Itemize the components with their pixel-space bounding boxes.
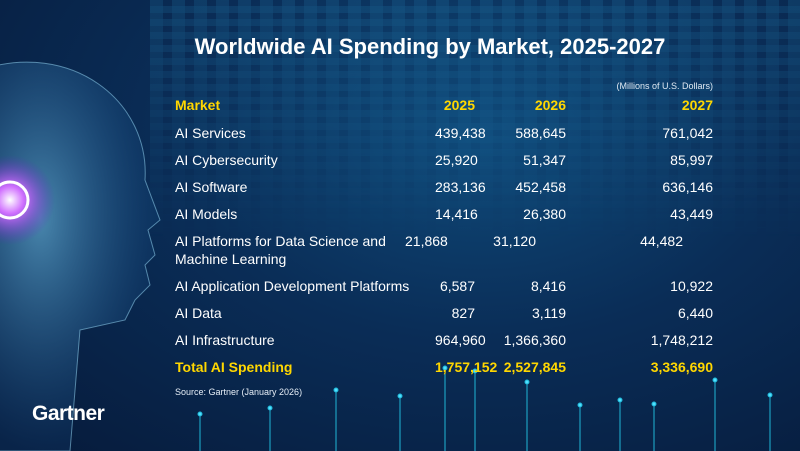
table-row: AI Cybersecurity 25,920 51,347 85,997 xyxy=(175,151,713,169)
gartner-logo: Gartner xyxy=(32,402,105,425)
table-row: AI Platforms for Data Science and Machin… xyxy=(175,232,713,268)
cell-market: AI Data xyxy=(175,305,222,321)
total-2025: 1,757,152 xyxy=(435,359,498,375)
cell-2026: 588,645 xyxy=(515,125,566,141)
cell-2026: 1,366,360 xyxy=(503,332,566,348)
cell-2027: 85,997 xyxy=(670,152,713,168)
cell-market: AI Services xyxy=(175,125,246,141)
cell-2025: 25,920 xyxy=(435,152,478,168)
cell-2026: 51,347 xyxy=(523,152,566,168)
spending-table: Market 2025 2026 2027 AI Services 439,438… xyxy=(175,96,713,385)
cell-2027: 636,146 xyxy=(662,179,713,195)
table-row: AI Services 439,438 588,645 761,042 xyxy=(175,124,713,142)
table-row: AI Models 14,416 26,380 43,449 xyxy=(175,205,713,223)
header-2027: 2027 xyxy=(681,97,713,113)
source-note: Source: Gartner (January 2026) xyxy=(175,387,303,397)
units-note: (Millions of U.S. Dollars) xyxy=(616,81,713,91)
circuit-lines-decoration xyxy=(197,365,773,451)
cell-2025: 283,136 xyxy=(435,179,486,195)
cell-market: AI Infrastructure xyxy=(175,332,275,348)
total-2027: 3,336,690 xyxy=(650,359,713,375)
cell-2027: 761,042 xyxy=(662,125,713,141)
cell-2025: 21,868 xyxy=(405,233,448,249)
cell-2025: 827 xyxy=(451,305,475,321)
cell-2026: 452,458 xyxy=(515,179,566,195)
total-row: Total AI Spending 1,757,152 2,527,845 3,… xyxy=(175,358,713,376)
table-header: Market 2025 2026 2027 xyxy=(175,96,713,114)
header-2025: 2025 xyxy=(443,97,475,113)
cell-2027: 43,449 xyxy=(670,206,713,222)
table-body: AI Services 439,438 588,645 761,042 AI Cyber… xyxy=(175,124,713,349)
cell-market: AI Models xyxy=(175,206,238,222)
table-row: AI Software 283,136 452,458 636,146 xyxy=(175,178,713,196)
cell-2026: 8,416 xyxy=(530,278,566,294)
cell-2025: 6,587 xyxy=(439,278,475,294)
cell-market: AI Application Development Platforms xyxy=(175,278,410,294)
cell-2025: 964,960 xyxy=(435,332,486,348)
cell-2026: 31,120 xyxy=(493,233,536,249)
cell-market: AI Cybersecurity xyxy=(175,152,278,168)
cell-2026: 3,119 xyxy=(532,305,566,321)
total-2026: 2,527,845 xyxy=(503,359,566,375)
cell-2026: 26,380 xyxy=(523,206,566,222)
cell-market: AI Software xyxy=(175,179,248,195)
background-pattern xyxy=(150,0,800,300)
header-market: Market xyxy=(175,97,221,113)
ai-head-illustration xyxy=(0,61,161,451)
cell-2027: 10,922 xyxy=(670,278,713,294)
total-label: Total AI Spending xyxy=(175,359,293,375)
cell-2027: 6,440 xyxy=(677,305,713,321)
cell-2025: 14,416 xyxy=(435,206,478,222)
header-2026: 2026 xyxy=(534,97,566,113)
cell-2025: 439,438 xyxy=(435,125,486,141)
cell-market: AI Platforms for Data Science and Machin… xyxy=(175,233,386,267)
table-row: AI Data 827 3,119 6,440 xyxy=(175,304,713,322)
table-row: AI Application Development Platforms 6,58… xyxy=(175,277,713,295)
cell-2027: 1,748,212 xyxy=(650,332,713,348)
table-row: AI Infrastructure 964,960 1,366,360 1,748,2… xyxy=(175,331,713,349)
cell-2027: 44,482 xyxy=(640,233,683,249)
page-title: Worldwide AI Spending by Market, 2025-20… xyxy=(194,34,666,59)
